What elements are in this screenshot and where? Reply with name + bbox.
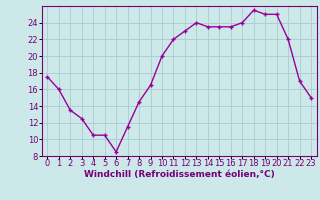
X-axis label: Windchill (Refroidissement éolien,°C): Windchill (Refroidissement éolien,°C) [84,170,275,179]
